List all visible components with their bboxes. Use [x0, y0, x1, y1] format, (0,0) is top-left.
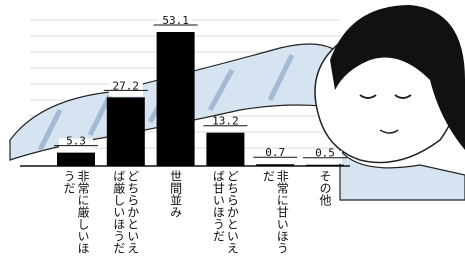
chart: 5.3 27.2 53.1 13.2 0.7 0.5 非常に厳しいほうだどちらかといえば厳… — [0, 0, 465, 265]
bar — [107, 97, 145, 166]
x-tick-label: 世間並み — [169, 170, 183, 258]
bar — [206, 133, 244, 166]
value-label: 13.2 — [212, 115, 239, 128]
bar — [306, 165, 344, 166]
x-tick-label: どちらかといえば厳しいほうだ — [112, 170, 140, 258]
bar — [57, 153, 95, 166]
bar — [256, 164, 294, 166]
x-tick-label: 非常に厳しいほうだ — [62, 170, 90, 258]
value-label: 27.2 — [113, 79, 140, 92]
bar — [157, 32, 195, 166]
value-label: 5.3 — [66, 135, 86, 148]
x-tick-label: その他 — [318, 170, 332, 258]
x-tick-label: どちらかといえば甘いほうだ — [211, 170, 239, 258]
value-label: 53.1 — [162, 14, 189, 27]
x-tick-label: 非常に甘いほうだ — [261, 170, 289, 258]
value-label: 0.5 — [315, 147, 335, 160]
value-label: 0.7 — [265, 146, 285, 159]
